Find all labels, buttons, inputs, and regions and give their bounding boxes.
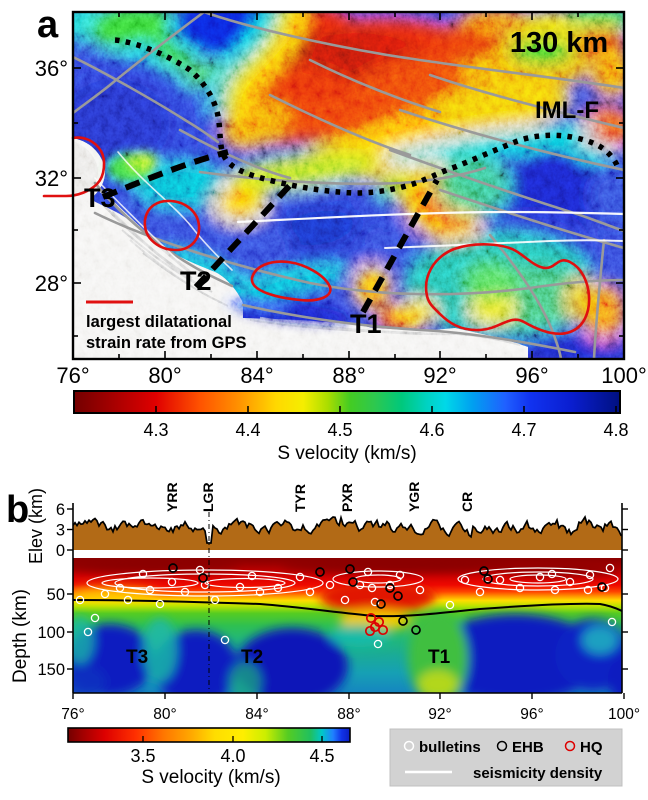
svg-text:92°: 92° [423,363,456,388]
svg-text:3: 3 [56,522,65,540]
svg-text:80°: 80° [148,363,181,388]
svg-text:S velocity (km/s): S velocity (km/s) [141,767,280,788]
svg-text:CR: CR [459,492,475,512]
svg-text:HQ: HQ [580,739,603,756]
svg-text:IML-F: IML-F [535,97,599,124]
svg-text:96°: 96° [515,363,548,388]
svg-text:YGR: YGR [406,482,422,512]
svg-text:PXR: PXR [339,483,355,512]
svg-text:4.5: 4.5 [327,420,352,440]
svg-text:T3: T3 [84,183,116,213]
svg-text:96°: 96° [520,706,543,723]
svg-text:76°: 76° [61,706,84,723]
svg-text:Elev (km): Elev (km) [26,488,46,564]
svg-text:T3: T3 [126,647,148,668]
svg-text:6: 6 [56,501,65,519]
svg-text:LGR: LGR [200,482,216,512]
svg-text:TYR: TYR [292,484,308,512]
svg-text:T1: T1 [350,309,382,339]
svg-text:92°: 92° [428,706,451,723]
svg-text:S velocity (km/s): S velocity (km/s) [277,443,416,464]
svg-text:100: 100 [37,624,65,642]
svg-text:88°: 88° [332,363,365,388]
svg-text:88°: 88° [337,706,360,723]
svg-text:76°: 76° [56,363,89,388]
svg-text:130 km: 130 km [510,27,608,59]
svg-text:100°: 100° [608,706,640,723]
svg-text:seismicity density: seismicity density [473,765,603,782]
svg-text:YRR: YRR [164,482,180,512]
svg-text:84°: 84° [245,706,268,723]
svg-text:4.5: 4.5 [309,746,334,766]
svg-text:32°: 32° [35,166,68,191]
svg-text:b: b [6,489,29,531]
svg-text:80°: 80° [153,706,176,723]
svg-text:4.7: 4.7 [511,420,536,440]
svg-text:3.5: 3.5 [130,746,155,766]
svg-text:a: a [37,4,59,46]
svg-text:0: 0 [56,542,65,560]
svg-text:T1: T1 [428,647,451,668]
svg-text:4.4: 4.4 [235,420,260,440]
svg-text:largest dilatational: largest dilatational [86,313,232,331]
svg-text:36°: 36° [35,56,68,81]
svg-text:EHB: EHB [512,739,544,756]
svg-text:50: 50 [47,586,65,604]
svg-text:100°: 100° [601,363,647,388]
svg-text:4.0: 4.0 [220,746,245,766]
svg-text:150: 150 [37,661,65,679]
svg-text:strain rate from GPS: strain rate from GPS [86,334,246,352]
svg-text:4.3: 4.3 [143,420,168,440]
svg-text:bulletins: bulletins [419,739,481,756]
svg-text:84°: 84° [240,363,273,388]
svg-text:T2: T2 [241,647,263,668]
svg-text:T2: T2 [180,266,212,296]
svg-text:4.8: 4.8 [603,420,628,440]
svg-text:28°: 28° [35,271,68,296]
svg-text:Depth (km): Depth (km) [10,589,31,683]
svg-text:4.6: 4.6 [419,420,444,440]
